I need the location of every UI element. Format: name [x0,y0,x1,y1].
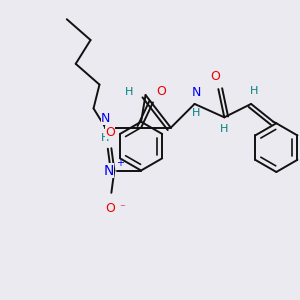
Text: H: H [101,133,110,143]
Text: O: O [105,126,115,139]
Text: O: O [156,85,166,98]
Text: N: N [101,112,110,125]
Text: H: H [220,124,229,134]
Text: N: N [191,86,201,100]
Text: O: O [105,202,115,215]
Text: H: H [125,87,134,97]
Text: H: H [192,108,200,118]
Text: H: H [250,85,258,96]
Text: ⁻: ⁻ [119,203,125,213]
Text: N: N [104,164,114,178]
Text: +: + [116,158,124,168]
Text: O: O [211,70,220,83]
